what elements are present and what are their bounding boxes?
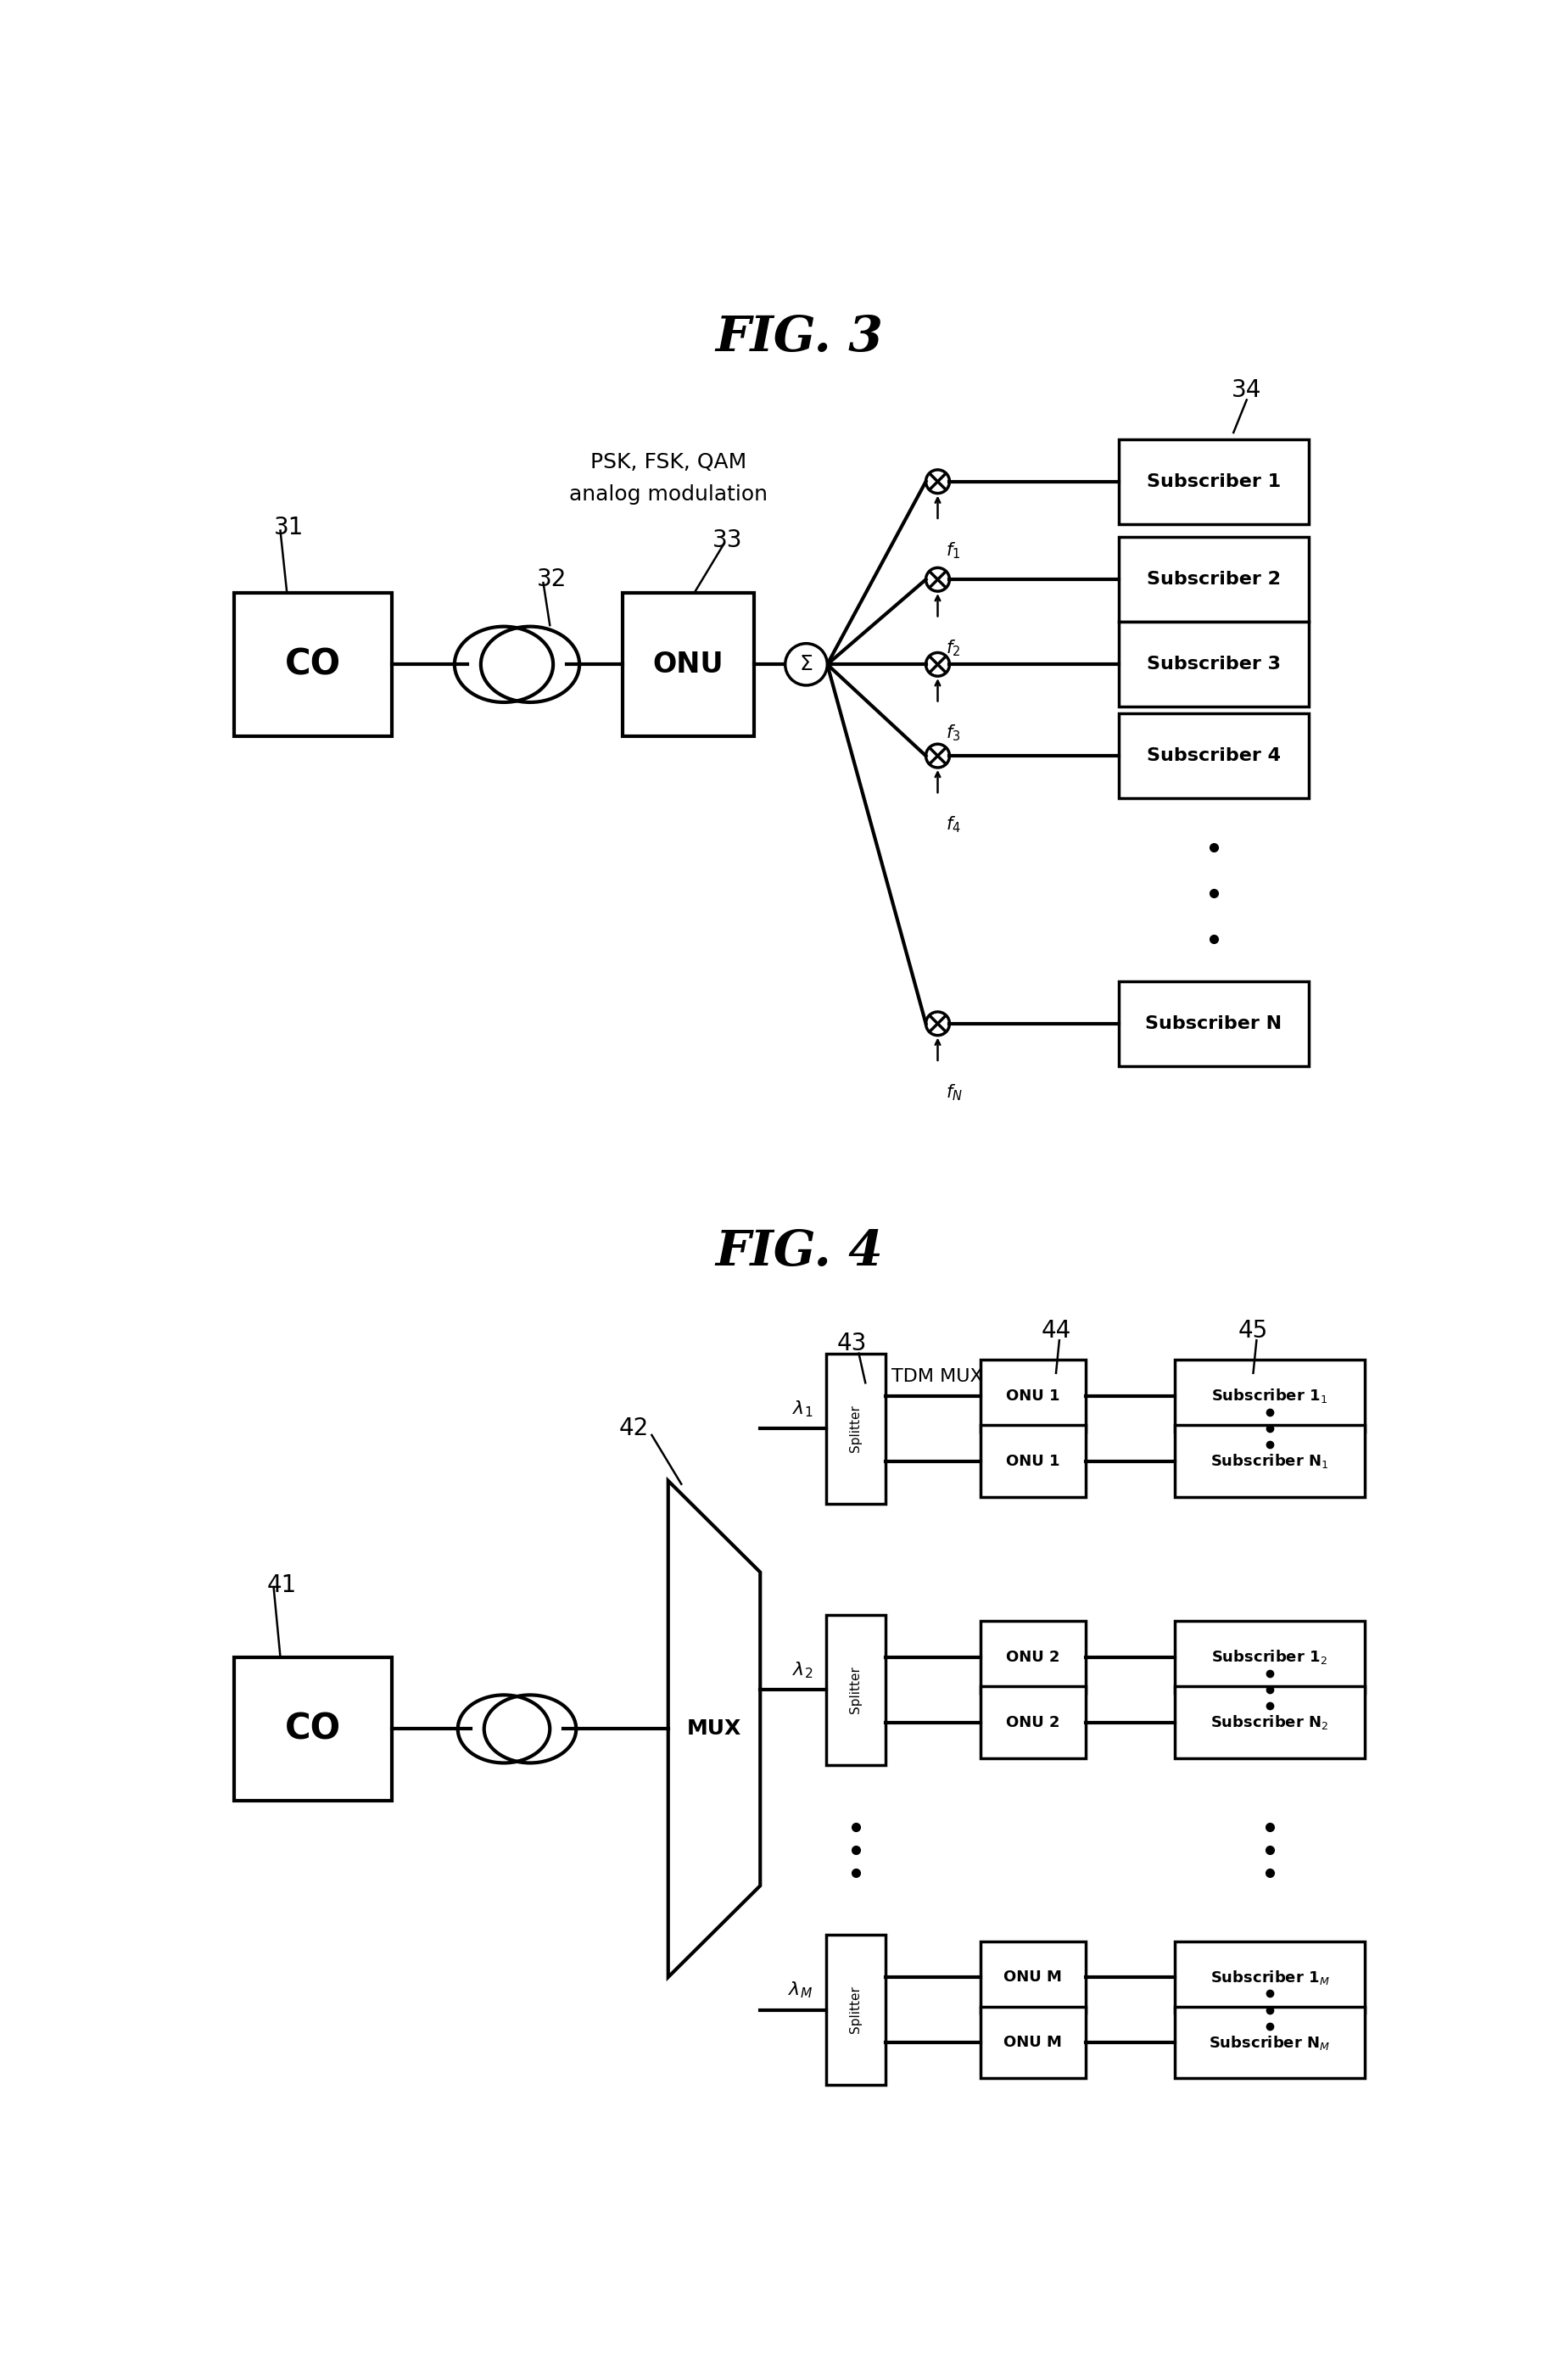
Text: FIG. 3: FIG. 3 — [716, 314, 884, 362]
Text: $\lambda_2$: $\lambda_2$ — [792, 1659, 812, 1680]
Text: 34: 34 — [1232, 378, 1261, 402]
Text: $f_2$: $f_2$ — [946, 638, 960, 659]
Text: Subscriber 2: Subscriber 2 — [1147, 571, 1281, 588]
Bar — [1174, 1426, 1366, 1497]
Text: analog modulation: analog modulation — [569, 486, 767, 505]
Text: Subscriber 1: Subscriber 1 — [1147, 474, 1281, 490]
Text: Splitter: Splitter — [850, 1985, 862, 2033]
Text: ONU 2: ONU 2 — [1006, 1714, 1060, 1730]
Bar — [622, 593, 753, 735]
Text: $f_N$: $f_N$ — [946, 1083, 962, 1102]
Text: Subscriber 1$_{2}$: Subscriber 1$_{2}$ — [1211, 1649, 1328, 1666]
Text: ONU 2: ONU 2 — [1006, 1649, 1060, 1664]
Bar — [1118, 714, 1310, 797]
Bar — [981, 1942, 1085, 2013]
Text: CO: CO — [285, 647, 341, 683]
Bar — [981, 2006, 1085, 2078]
Text: $f_1$: $f_1$ — [946, 540, 960, 559]
Text: Subscriber N$_{1}$: Subscriber N$_{1}$ — [1210, 1452, 1328, 1471]
Bar — [1174, 1942, 1366, 2013]
Bar — [1118, 438, 1310, 524]
Text: Subscriber 1$_{1}$: Subscriber 1$_{1}$ — [1211, 1388, 1328, 1404]
Polygon shape — [669, 1480, 761, 1978]
Text: ONU: ONU — [652, 650, 723, 678]
Bar — [826, 1354, 886, 1504]
Bar — [826, 1935, 886, 2085]
Bar — [234, 1656, 391, 1802]
Bar — [1118, 538, 1310, 621]
Bar — [981, 1426, 1085, 1497]
Text: Splitter: Splitter — [850, 1666, 862, 1714]
Text: MUX: MUX — [688, 1718, 742, 1740]
Text: $f_3$: $f_3$ — [946, 724, 960, 743]
Text: $\lambda_1$: $\lambda_1$ — [792, 1399, 812, 1418]
Text: TDM MUX: TDM MUX — [892, 1368, 984, 1385]
Text: 43: 43 — [837, 1333, 867, 1357]
Bar — [1118, 621, 1310, 707]
Bar — [981, 1687, 1085, 1759]
Bar — [826, 1614, 886, 1766]
Text: Subscriber N$_{M}$: Subscriber N$_{M}$ — [1208, 2033, 1330, 2052]
Text: ONU M: ONU M — [1004, 1971, 1062, 1985]
Text: CO: CO — [285, 1711, 341, 1747]
Text: Splitter: Splitter — [850, 1404, 862, 1452]
Text: Subscriber N: Subscriber N — [1146, 1016, 1281, 1033]
Text: Subscriber 3: Subscriber 3 — [1147, 657, 1281, 674]
Text: Subscriber N$_{2}$: Subscriber N$_{2}$ — [1211, 1714, 1328, 1730]
Text: 31: 31 — [274, 516, 304, 540]
Text: 42: 42 — [619, 1416, 649, 1440]
Bar — [1118, 981, 1310, 1066]
Bar — [234, 593, 391, 735]
Text: $f_4$: $f_4$ — [946, 814, 960, 835]
Bar — [1174, 1359, 1366, 1433]
Text: 41: 41 — [267, 1573, 298, 1597]
Bar — [981, 1621, 1085, 1692]
Bar — [1174, 1621, 1366, 1692]
Bar — [1174, 2006, 1366, 2078]
Text: $\Sigma$: $\Sigma$ — [800, 655, 814, 674]
Text: 32: 32 — [536, 566, 567, 590]
Text: 44: 44 — [1041, 1319, 1071, 1342]
Text: 33: 33 — [712, 528, 742, 552]
Text: ONU M: ONU M — [1004, 2035, 1062, 2049]
Bar — [1174, 1687, 1366, 1759]
Text: ONU 1: ONU 1 — [1006, 1388, 1060, 1404]
Circle shape — [786, 643, 828, 685]
Text: Subscriber 4: Subscriber 4 — [1147, 747, 1281, 764]
Text: PSK, FSK, QAM: PSK, FSK, QAM — [589, 452, 747, 471]
Text: Subscriber 1$_{M}$: Subscriber 1$_{M}$ — [1210, 1968, 1330, 1985]
Bar — [981, 1359, 1085, 1433]
Text: $\lambda_M$: $\lambda_M$ — [789, 1980, 812, 1999]
Text: 45: 45 — [1238, 1319, 1267, 1342]
Text: FIG. 4: FIG. 4 — [716, 1228, 884, 1276]
Text: ONU 1: ONU 1 — [1006, 1454, 1060, 1468]
